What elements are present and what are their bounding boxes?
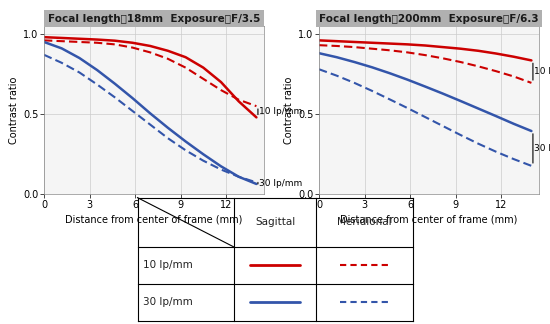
X-axis label: Distance from center of frame (mm): Distance from center of frame (mm) [340, 214, 518, 224]
Text: 10 lp/mm: 10 lp/mm [258, 107, 302, 116]
Text: 30 lp/mm: 30 lp/mm [258, 179, 302, 188]
Text: 30 lp/mm: 30 lp/mm [143, 297, 192, 307]
Text: Meridional: Meridional [337, 217, 392, 227]
Text: 10 lp/mm: 10 lp/mm [534, 67, 550, 76]
X-axis label: Distance from center of frame (mm): Distance from center of frame (mm) [65, 214, 243, 224]
Text: Sagittal: Sagittal [255, 217, 295, 227]
Text: 10 lp/mm: 10 lp/mm [143, 260, 192, 270]
Text: 30 lp/mm: 30 lp/mm [534, 144, 550, 153]
Y-axis label: Contrast ratio: Contrast ratio [9, 76, 19, 144]
Y-axis label: Contrast ratio: Contrast ratio [284, 76, 294, 144]
Title: Focal length：200mm  Exposure：F/6.3: Focal length：200mm Exposure：F/6.3 [319, 14, 539, 24]
Title: Focal length：18mm  Exposure：F/3.5: Focal length：18mm Exposure：F/3.5 [48, 14, 260, 24]
